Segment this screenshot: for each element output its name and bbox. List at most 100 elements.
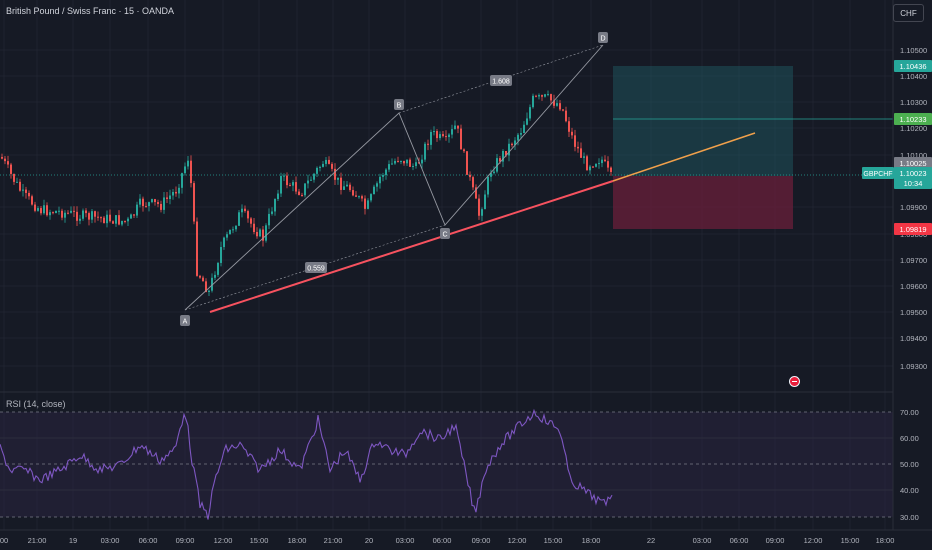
- time-axis-label: 15:00: [841, 536, 860, 545]
- candle-body: [391, 163, 393, 165]
- candle-body: [214, 274, 216, 278]
- price-axis-label: 1.09300: [900, 362, 927, 371]
- time-axis[interactable]: 00 21:00 19 03:00 06:00 09:00 12:00 15:00 18:00 2…: [0, 529, 932, 545]
- candle-body: [295, 182, 297, 192]
- candle-body: [232, 229, 234, 231]
- point-a-label[interactable]: A: [180, 315, 190, 326]
- time-axis-label: 15:00: [544, 536, 563, 545]
- candle-body: [226, 234, 228, 238]
- svg-text:1.608: 1.608: [492, 79, 510, 86]
- candle-body: [478, 198, 480, 216]
- candle-body: [490, 173, 492, 177]
- candle-body: [397, 160, 399, 162]
- time-axis-label: 09:00: [472, 536, 491, 545]
- candle-body: [58, 210, 60, 212]
- candle-body: [481, 209, 483, 216]
- time-axis-label: 12:00: [214, 536, 233, 545]
- symbol-price-tag[interactable]: GBPCHF 1.10023 10:34: [862, 167, 932, 189]
- symbol-title[interactable]: British Pound / Swiss Franc · 15 · OANDA: [6, 6, 175, 16]
- candle-body: [382, 175, 384, 177]
- time-axis-label: 03:00: [396, 536, 415, 545]
- candle-body: [154, 199, 156, 203]
- candle-body: [187, 160, 189, 167]
- candle-body: [451, 129, 453, 135]
- candle-body: [100, 217, 102, 219]
- candle-body: [313, 173, 315, 180]
- candle-body: [331, 163, 333, 169]
- candle-body: [91, 211, 93, 220]
- candle-body: [580, 148, 582, 158]
- projection-line[interactable]: [612, 132, 756, 182]
- candle-body: [565, 110, 567, 122]
- candle-body: [55, 210, 57, 214]
- stop-zone[interactable]: [613, 176, 793, 229]
- candle-body: [79, 218, 81, 221]
- candle-body: [460, 128, 462, 150]
- candle-body: [487, 176, 489, 195]
- time-axis-label: 18:00: [582, 536, 601, 545]
- candle-body: [589, 166, 591, 171]
- candle-body: [259, 229, 261, 237]
- point-b-label[interactable]: B: [394, 99, 404, 110]
- candle-body: [274, 199, 276, 212]
- support-trendline[interactable]: [209, 180, 614, 313]
- candle-body: [211, 277, 213, 291]
- candle-body: [595, 163, 597, 167]
- candle-body: [286, 175, 288, 186]
- candle-body: [532, 95, 534, 108]
- candle-body: [61, 210, 63, 218]
- target-zone[interactable]: [613, 66, 793, 176]
- candle-body: [406, 159, 408, 164]
- candle-body: [445, 136, 447, 138]
- candle-body: [244, 208, 246, 212]
- candle-body: [337, 177, 339, 180]
- time-axis-label: 21:00: [28, 536, 47, 545]
- flag-icon[interactable]: [789, 376, 800, 387]
- svg-text:1.10025: 1.10025: [899, 159, 926, 168]
- svg-text:1.10233: 1.10233: [899, 115, 926, 124]
- candle-body: [223, 237, 225, 248]
- candle-body: [190, 160, 192, 184]
- candle-body: [535, 95, 537, 97]
- rsi-axis[interactable]: 70.00 60.00 50.00 40.00 30.00: [900, 408, 919, 522]
- abcd-pattern-line[interactable]: [184, 44, 604, 311]
- target-price-tag: 1.10436: [894, 60, 932, 72]
- time-axis-label: 12:00: [804, 536, 823, 545]
- candle-body: [256, 232, 258, 237]
- price-axis[interactable]: 1.10500 1.10400 1.10300 1.10200 1.10100 1.099…: [892, 0, 927, 530]
- candle-body: [202, 277, 204, 282]
- candle-body: [562, 109, 564, 111]
- candle-body: [7, 161, 9, 165]
- point-c-label[interactable]: C: [440, 228, 450, 239]
- candle-body: [94, 211, 96, 217]
- candle-body: [328, 159, 330, 164]
- rsi-level-lines: [0, 411, 893, 518]
- candle-body: [37, 208, 39, 211]
- candle-body: [442, 134, 444, 137]
- candle-body: [178, 187, 180, 194]
- candle-body: [73, 210, 75, 212]
- candle-body: [448, 134, 450, 138]
- candle-body: [172, 191, 174, 196]
- rsi-pane[interactable]: [0, 412, 893, 517]
- svg-text:GBPCHF: GBPCHF: [863, 171, 892, 178]
- rsi-indicator-title[interactable]: RSI (14, close): [6, 399, 66, 409]
- candle-body: [280, 176, 282, 194]
- svg-text:C: C: [442, 232, 447, 239]
- price-axis-label: 1.10200: [900, 124, 927, 133]
- candle-body: [388, 164, 390, 170]
- rsi-axis-label: 60.00: [900, 434, 919, 443]
- candle-body: [355, 195, 357, 197]
- point-d-label[interactable]: D: [598, 32, 608, 43]
- currency-button[interactable]: CHF: [893, 4, 924, 22]
- candle-body: [511, 143, 513, 146]
- candle-body: [163, 197, 165, 210]
- candle-body: [556, 103, 558, 106]
- candle-body: [466, 151, 468, 175]
- rsi-axis-label: 50.00: [900, 460, 919, 469]
- candle-body: [574, 135, 576, 147]
- svg-text:A: A: [183, 319, 188, 326]
- candle-body: [349, 184, 351, 191]
- candle-body: [385, 169, 387, 176]
